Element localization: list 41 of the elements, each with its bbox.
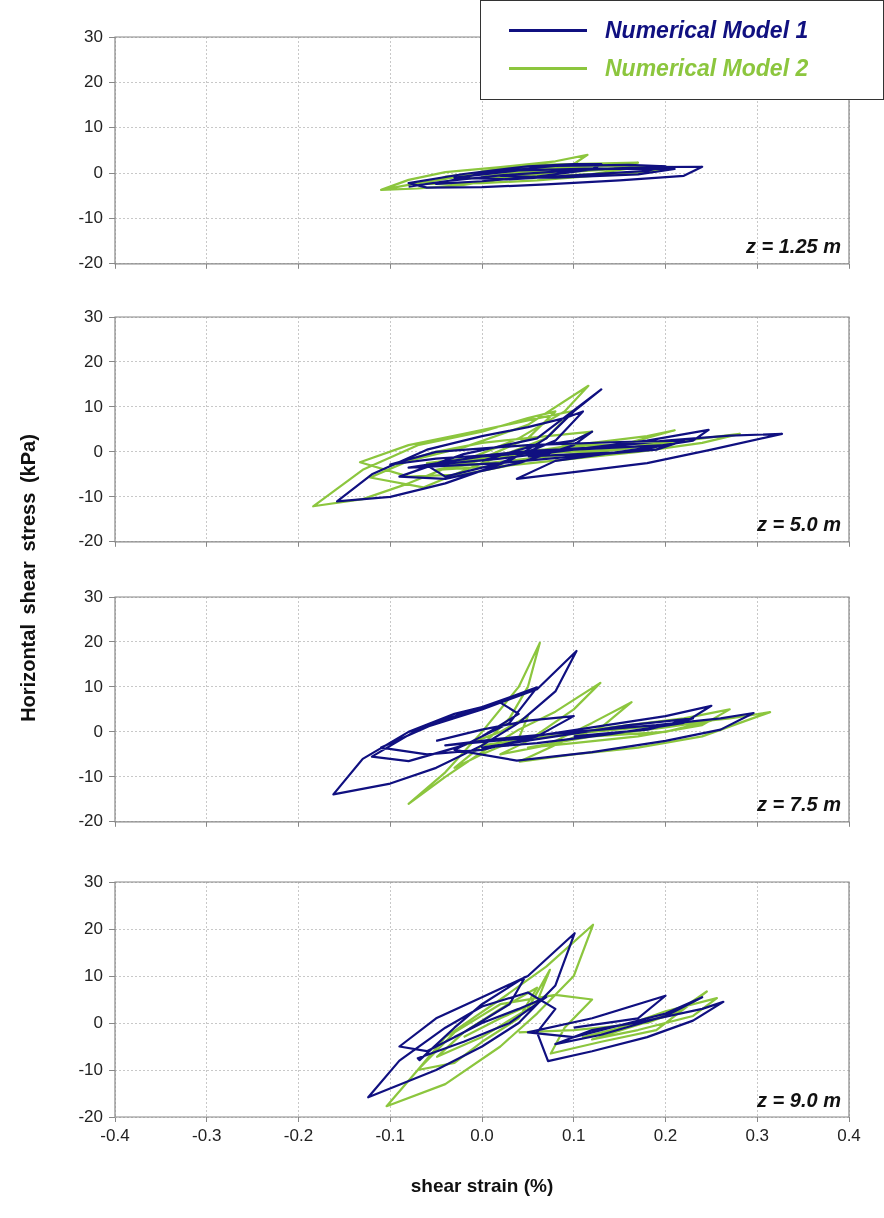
y-tick-label: -20 [78,1106,103,1126]
annotation: z = 5.0 m [756,513,841,536]
y-tick-label: -10 [78,1059,103,1079]
y-tick-label: 0 [93,441,103,461]
y-tick-label: -20 [78,253,103,273]
y-tick-label: 20 [84,72,103,92]
x-tick-label: 0.2 [653,1125,678,1145]
legend-label: Numerical Model 2 [605,54,809,82]
y-tick-label: 10 [84,117,103,137]
x-tick-label: 0.0 [470,1125,494,1145]
y-tick-label: 0 [93,1012,103,1032]
x-tick-label: -0.4 [100,1125,130,1145]
annotation: z = 1.25 m [744,235,841,258]
x-axis-title: shear strain (%) [410,1174,554,1196]
y-tick-label: 0 [93,162,103,182]
y-tick-label: 30 [84,306,103,326]
y-tick-label: 30 [84,26,103,46]
legend-label: Numerical Model 1 [605,16,809,44]
y-tick-label: -20 [78,531,103,551]
x-tick-label: 0.1 [561,1125,586,1145]
x-tick-label: -0.2 [283,1125,314,1145]
y-tick-label: -10 [78,208,103,228]
annotation: z = 7.5 m [756,793,841,816]
y-tick-label: -10 [78,766,103,786]
y-tick-label: 20 [84,918,103,938]
y-tick-label: 10 [84,965,103,985]
y-tick-label: 30 [84,871,103,891]
y-tick-label: 20 [84,631,103,651]
x-tick-label: -0.3 [192,1125,222,1145]
y-tick-label: 10 [84,676,103,696]
y-tick-label: 30 [84,586,103,606]
y-tick-label: -10 [78,486,103,506]
x-tick-label: 0.3 [745,1125,770,1145]
y-axis-title: Horizontal shear stress (kPa) [16,434,40,722]
x-tick-label: 0.4 [837,1125,861,1145]
y-tick-label: -20 [78,811,103,831]
x-tick-label: -0.1 [375,1125,405,1145]
y-tick-label: 10 [84,396,103,416]
annotation: z = 9.0 m [756,1088,841,1111]
y-tick-label: 0 [93,721,103,741]
y-tick-label: 20 [84,351,103,371]
